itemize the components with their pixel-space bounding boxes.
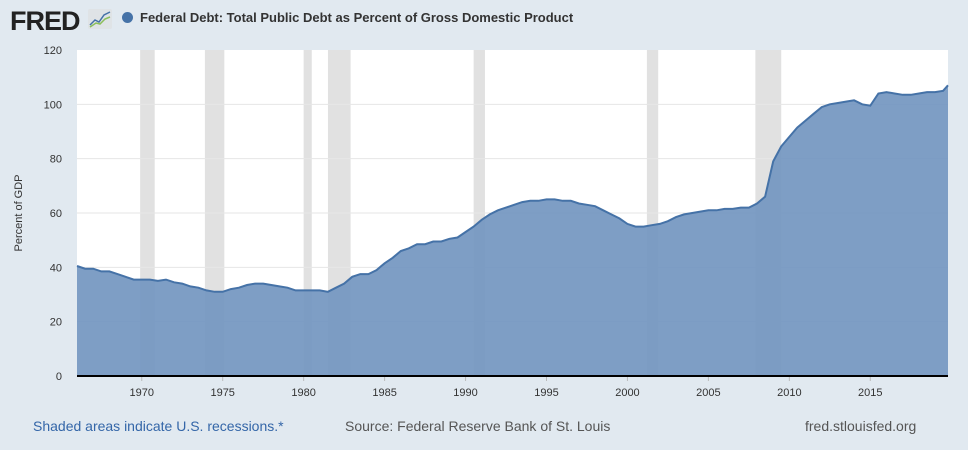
- y-tick-label: 120: [44, 45, 62, 57]
- y-tick-label: 60: [50, 208, 62, 220]
- x-tick-label: 1975: [210, 387, 234, 399]
- y-tick-label: 20: [50, 317, 62, 329]
- series-line: [76, 84, 949, 293]
- y-tick-label: 40: [50, 262, 62, 274]
- y-axis-label: Percent of GDP: [13, 174, 25, 251]
- x-tick-label: 1980: [291, 387, 315, 399]
- fred-graph-icon: [88, 9, 112, 29]
- y-tick-label: 0: [56, 371, 62, 383]
- x-tick-label: 2015: [858, 387, 882, 399]
- y-tick-label: 80: [50, 154, 62, 166]
- x-tick-label: 1995: [534, 387, 558, 399]
- x-tick-label: 2005: [696, 387, 720, 399]
- chart-legend[interactable]: Federal Debt: Total Public Debt as Perce…: [122, 10, 573, 25]
- x-tick-label: 2010: [777, 387, 801, 399]
- source-text: Source: Federal Reserve Bank of St. Loui…: [345, 418, 611, 434]
- x-tick-label: 1970: [130, 387, 154, 399]
- x-tick-label: 2000: [615, 387, 639, 399]
- fred-logo-text: FRED: [10, 6, 80, 36]
- recessions-note-link[interactable]: Shaded areas indicate U.S. recessions.*: [33, 418, 284, 434]
- legend-label: Federal Debt: Total Public Debt as Perce…: [140, 10, 574, 25]
- y-tick-label: 100: [44, 99, 62, 111]
- series-area: [77, 85, 948, 377]
- series-marker-icon: [122, 12, 133, 23]
- fred-logo[interactable]: FRED: [10, 6, 80, 37]
- x-tick-label: 1985: [372, 387, 396, 399]
- site-link[interactable]: fred.stlouisfed.org: [805, 418, 917, 434]
- x-tick-label: 1990: [453, 387, 477, 399]
